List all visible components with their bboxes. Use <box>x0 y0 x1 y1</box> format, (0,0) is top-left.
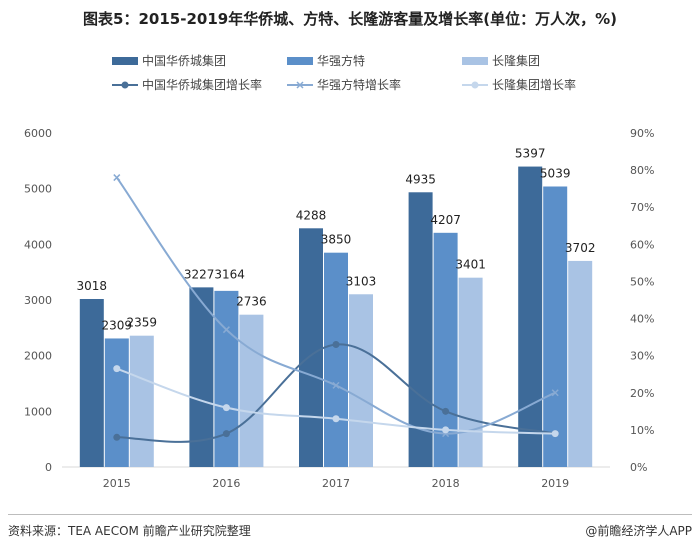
bar <box>104 338 129 467</box>
page-title: 图表5：2015-2019年华侨城、方特、长隆游客量及增长率(单位：万人次，%) <box>83 10 617 28</box>
y2-tick-label: 90% <box>630 127 654 140</box>
bar <box>129 335 154 467</box>
legend-marker <box>296 81 304 89</box>
source-note: 资料来源：TEA AECOM 前瞻产业研究院整理 <box>8 524 251 538</box>
y2-tick-label: 40% <box>630 313 654 326</box>
bar <box>408 192 433 467</box>
x-tick-label: 2018 <box>432 477 460 490</box>
bar-value-label: 2736 <box>236 295 267 309</box>
growth-point <box>222 430 230 438</box>
bar <box>324 252 348 467</box>
bar-value-label: 3103 <box>346 274 377 288</box>
bar-value-label: 4935 <box>405 172 436 186</box>
bar-value-label: 2359 <box>127 316 158 330</box>
brand-credit: @前瞻经济学人APP <box>585 524 692 538</box>
bar <box>518 166 543 467</box>
y-tick-label: 2000 <box>24 350 52 363</box>
bar <box>189 287 214 467</box>
bar <box>79 298 104 467</box>
growth-point <box>551 389 559 397</box>
bar-value-label: 5039 <box>540 166 571 180</box>
y2-tick-label: 70% <box>630 201 654 214</box>
growth-point <box>332 381 340 389</box>
y-tick-label: 0 <box>45 461 52 474</box>
y-tick-label: 6000 <box>24 127 52 140</box>
y-tick-label: 1000 <box>24 405 52 418</box>
bar <box>299 228 323 467</box>
bar <box>239 314 264 467</box>
bar-value-label: 5397 <box>515 147 546 161</box>
bar-value-label: 3401 <box>455 258 486 272</box>
growth-point <box>442 426 450 434</box>
bar <box>568 260 593 467</box>
bar-value-label: 32273164 <box>184 267 245 281</box>
y2-tick-label: 60% <box>630 238 654 251</box>
growth-point <box>113 174 121 182</box>
legend-label: 中国华侨城集团增长率 <box>142 77 262 92</box>
y2-tick-label: 80% <box>630 164 654 177</box>
growth-point <box>113 365 121 373</box>
legend-marker <box>121 81 129 89</box>
legend-label: 长隆集团增长率 <box>492 77 576 92</box>
growth-point <box>332 415 340 423</box>
bar <box>349 294 373 467</box>
legend-label: 华强方特 <box>317 53 365 68</box>
y-tick-label: 4000 <box>24 238 52 251</box>
legend-label: 中国华侨城集团 <box>142 53 226 68</box>
bar-value-label: 4207 <box>430 213 461 227</box>
x-tick-label: 2016 <box>212 477 240 490</box>
bar <box>543 186 568 467</box>
bar <box>458 277 483 467</box>
bar-value-label: 3702 <box>565 241 596 255</box>
y2-tick-label: 10% <box>630 424 654 437</box>
y2-tick-label: 0% <box>630 461 647 474</box>
x-tick-label: 2017 <box>322 477 350 490</box>
legend-marker <box>471 81 479 89</box>
y-tick-label: 5000 <box>24 183 52 196</box>
y-tick-label: 3000 <box>24 294 52 307</box>
legend-label: 长隆集团 <box>492 53 540 68</box>
bar-value-label: 2309 <box>102 318 133 332</box>
y2-tick-label: 30% <box>630 350 654 363</box>
legend-swatch <box>112 57 138 65</box>
growth-point <box>551 430 559 438</box>
growth-point <box>113 433 121 441</box>
y2-tick-label: 50% <box>630 275 654 288</box>
growth-point <box>222 404 230 412</box>
bar-value-label: 3018 <box>77 279 108 293</box>
legend-label: 华强方特增长率 <box>317 77 401 92</box>
growth-point <box>222 326 230 334</box>
growth-point <box>332 341 340 349</box>
legend-swatch <box>287 57 313 65</box>
x-tick-label: 2019 <box>541 477 569 490</box>
bar <box>214 290 239 467</box>
bar-value-label: 3850 <box>321 233 352 247</box>
growth-point <box>442 407 450 415</box>
legend-swatch <box>462 57 488 65</box>
footer-divider <box>8 514 692 515</box>
y2-tick-label: 20% <box>630 387 654 400</box>
bar-value-label: 4288 <box>296 208 327 222</box>
x-tick-label: 2015 <box>103 477 131 490</box>
